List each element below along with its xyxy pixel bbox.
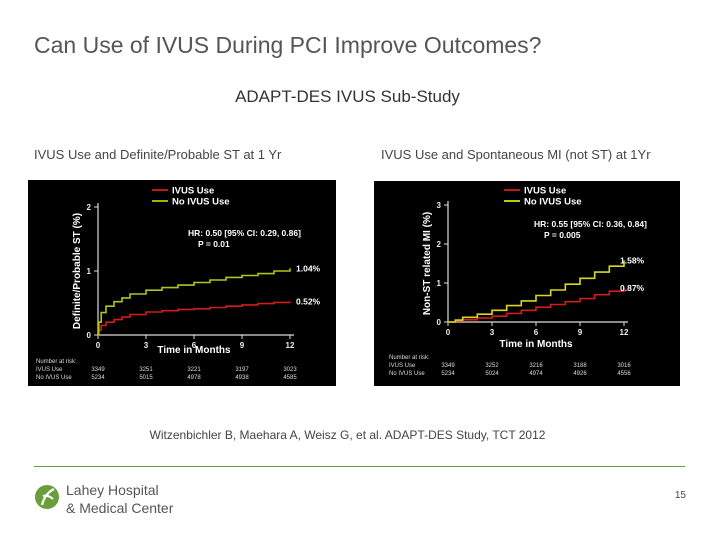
logo-line-2: & Medical Center [66, 500, 174, 516]
x-tick-label: 0 [96, 341, 101, 350]
x-tick-label: 9 [240, 341, 245, 350]
at-risk-row-label: IVUS Use [389, 363, 416, 369]
at-risk-value: 3252 [485, 363, 499, 369]
at-risk-value: 4585 [283, 375, 297, 381]
y-tick-label: 2 [437, 240, 442, 249]
left-chart-caption: IVUS Use and Definite/Probable ST at 1 Y… [34, 147, 282, 162]
at-risk-value: 5024 [485, 371, 499, 377]
at-risk-value: 5015 [139, 375, 153, 381]
legend-ivus-label: IVUS Use [172, 186, 214, 197]
y-tick-label: 3 [437, 201, 442, 210]
y-axis-title: Non-ST related MI (%) [422, 212, 433, 315]
x-tick-label: 12 [286, 341, 295, 350]
p-value-annotation: P = 0.01 [198, 239, 230, 249]
logo-line-1: Lahey Hospital [66, 482, 159, 498]
at-risk-value: 4556 [617, 371, 631, 377]
page-number: 15 [674, 490, 686, 501]
y-tick-label: 2 [87, 203, 92, 212]
no-ivus-end-label: 1.58% [620, 255, 645, 265]
at-risk-value: 3188 [573, 363, 587, 369]
x-tick-label: 9 [578, 328, 583, 337]
at-risk-value: 3216 [529, 363, 543, 369]
footer-divider [34, 466, 685, 467]
p-value-annotation: P = 0.005 [544, 230, 581, 240]
x-tick-label: 12 [620, 328, 629, 337]
legend-no-ivus-label: No IVUS Use [172, 197, 230, 208]
y-tick-label: 1 [437, 279, 442, 288]
at-risk-value: 3023 [283, 367, 297, 373]
at-risk-value: 4926 [573, 371, 587, 377]
y-tick-label: 1 [87, 267, 92, 276]
legend-no-ivus-label: No IVUS Use [524, 197, 582, 208]
no-ivus-end-label: 1.04% [296, 263, 321, 273]
slide-title: Can Use of IVUS During PCI Improve Outco… [34, 32, 542, 58]
mi-kaplan-meier-chart: 0 1 2 3 0 3 6 9 12 Time in Months Non-ST related M… [374, 181, 680, 386]
y-tick-label: 0 [87, 331, 92, 340]
x-tick-label: 3 [490, 328, 495, 337]
at-risk-value: 4978 [187, 375, 201, 381]
x-tick-label: 3 [144, 341, 149, 350]
at-risk-value: 3197 [235, 367, 249, 373]
hazard-ratio-annotation: HR: 0.50 [95% CI: 0.29, 0.86] [188, 228, 301, 238]
citation: Witzenbichler B, Maehara A, Weisz G, et … [149, 428, 546, 442]
ivus-end-label: 0.52% [296, 297, 321, 307]
at-risk-value: 4938 [235, 375, 249, 381]
lahey-leaf-icon [35, 485, 59, 509]
at-risk-heading: Number at risk: [389, 355, 430, 361]
x-tick-label: 6 [192, 341, 197, 350]
at-risk-heading: Number at risk: [36, 359, 77, 365]
at-risk-value: 3016 [617, 363, 631, 369]
x-axis-title: Time in Months [499, 339, 573, 350]
y-axis-title: Definite/Probable ST (%) [72, 213, 83, 329]
hospital-logo: Lahey Hospital & Medical Center [34, 481, 224, 521]
hazard-ratio-annotation: HR: 0.55 [95% CI: 0.36, 0.84] [534, 219, 647, 229]
at-risk-value: 5234 [91, 375, 105, 381]
at-risk-value: 3349 [91, 367, 105, 373]
ivus-end-label: 0.87% [620, 283, 645, 293]
at-risk-row-label: No IVUS Use [36, 375, 72, 381]
ivus-use-line [448, 288, 625, 323]
st-kaplan-meier-chart: 0 1 2 0 3 6 9 12 Time in Months Definite/Probable… [28, 180, 336, 386]
right-chart-caption: IVUS Use and Spontaneous MI (not ST) at … [381, 147, 651, 162]
at-risk-value: 4974 [529, 371, 543, 377]
at-risk-value: 5234 [441, 371, 455, 377]
no-ivus-use-line [98, 268, 291, 336]
at-risk-row-label: No IVUS Use [389, 371, 425, 377]
x-axis-title: Time in Months [157, 345, 231, 356]
at-risk-value: 3221 [187, 367, 201, 373]
no-ivus-use-line [448, 260, 625, 323]
at-risk-row-label: IVUS Use [36, 367, 63, 373]
y-tick-label: 0 [437, 318, 442, 327]
x-tick-label: 0 [446, 328, 451, 337]
slide-subtitle: ADAPT-DES IVUS Sub-Study [235, 87, 460, 106]
x-tick-label: 6 [534, 328, 539, 337]
ivus-use-line [98, 301, 291, 336]
at-risk-value: 3349 [441, 363, 455, 369]
legend-ivus-label: IVUS Use [524, 186, 566, 197]
at-risk-value: 3251 [139, 367, 153, 373]
